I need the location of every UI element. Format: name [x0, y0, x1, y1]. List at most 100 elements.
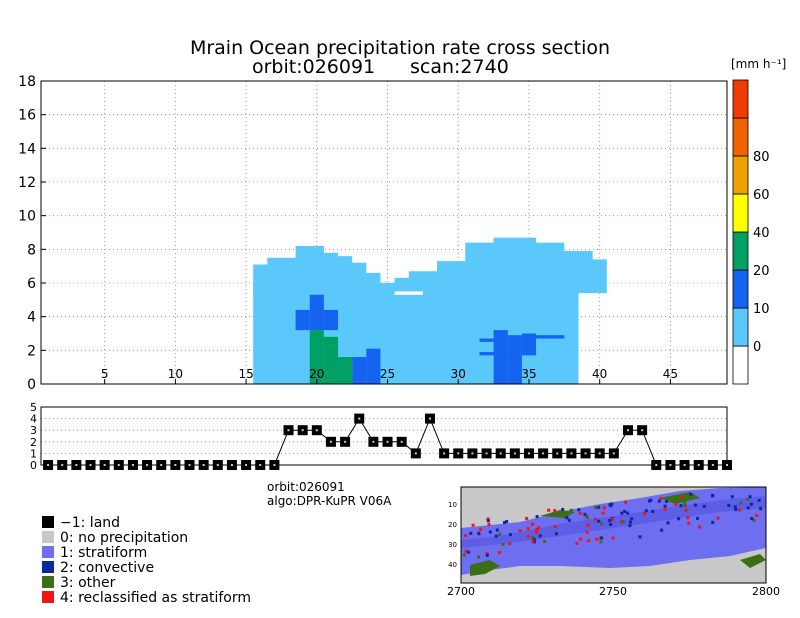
map-precip-dot	[565, 516, 569, 520]
map-precip-dot	[608, 519, 612, 523]
map-precip-dot	[755, 513, 759, 517]
map-precip-dot	[687, 521, 691, 525]
strip-marker-dot	[103, 464, 106, 466]
strip-marker-dot	[570, 452, 573, 455]
y-tick-label: 18	[18, 74, 36, 90]
legend-label: 1: stratiform	[60, 545, 147, 561]
strip-marker-dot	[61, 464, 64, 466]
strip-marker-dot	[174, 464, 177, 466]
strip-marker-dot	[259, 464, 262, 466]
strip-marker-dot	[513, 452, 516, 455]
map-precip-dot	[508, 542, 512, 546]
map-precip-dot	[485, 553, 489, 557]
map-precip-dot	[757, 498, 761, 502]
map-precip-dot	[553, 509, 557, 513]
orbit-info: orbit:026091	[267, 480, 345, 494]
x-tick-label: 40	[592, 367, 607, 381]
chart-title: Mrain Ocean precipitation rate cross sec…	[190, 37, 610, 59]
map-precip-dot	[464, 533, 468, 537]
strip-marker-dot	[669, 464, 672, 466]
strip-marker-dot	[273, 464, 276, 466]
colorbar-segment	[732, 269, 749, 309]
map-precip-dot	[733, 505, 737, 509]
moderate-precip-cell	[295, 325, 303, 329]
strip-marker-dot	[697, 464, 700, 466]
map-precip-dot	[561, 507, 565, 511]
strip-marker-dot	[414, 452, 417, 455]
map-precip-dot	[600, 522, 604, 526]
moderate-precip-cell	[507, 335, 522, 384]
strip-marker-dot	[146, 464, 149, 466]
map-precip-dot	[621, 520, 625, 524]
map-precip-dot	[464, 549, 468, 553]
map-precip-dot	[683, 501, 687, 505]
strip-y-tick-label: 1	[30, 447, 37, 460]
strip-marker-dot	[216, 464, 219, 466]
strip-marker-dot	[641, 429, 644, 432]
moderate-precip-cell	[352, 357, 367, 384]
map-precip-dot	[508, 533, 512, 537]
map-precip-dot	[534, 531, 538, 535]
strip-marker-dot	[626, 429, 629, 432]
moderate-precip-cell	[493, 330, 508, 384]
map-precip-dot	[498, 532, 502, 536]
y-tick-label: 10	[18, 209, 36, 225]
map-precip-dot	[538, 534, 542, 538]
y-axis-ticks: 0 2 4 6 8 10 12 14 16 18	[18, 74, 46, 393]
y-tick-label: 4	[27, 310, 36, 326]
x-tick-label: 5	[101, 367, 109, 381]
strip-marker-dot	[556, 452, 559, 455]
map-y-tick: 10	[448, 501, 457, 509]
map-precip-dot	[630, 517, 634, 521]
map-precip-dot	[611, 536, 615, 540]
strip-y-tick-label: 0	[30, 459, 37, 472]
map-precip-dot	[535, 527, 539, 531]
strip-marker-dot	[400, 440, 403, 443]
strip-marker-dot	[443, 452, 446, 455]
map-precip-dot	[597, 505, 601, 509]
colorbar-segment	[732, 117, 749, 157]
map-precip-dot	[486, 517, 490, 521]
x-tick-label: 10	[168, 367, 183, 381]
map-precip-dot	[611, 518, 615, 522]
map-precip-dot	[746, 506, 750, 510]
map-precip-dot	[684, 508, 688, 512]
map-precip-dot	[467, 550, 471, 554]
x-tick-label: 30	[451, 367, 466, 381]
map-precip-dot	[693, 503, 697, 507]
strip-marker-dot	[598, 452, 601, 455]
colorbar-segment	[732, 345, 749, 385]
map-precip-dot	[554, 532, 558, 536]
map-precip-dot	[730, 495, 734, 499]
map-precip-dot	[752, 518, 756, 522]
map-stratiform-band	[461, 496, 766, 548]
main-plot-frame	[40, 80, 728, 385]
strip-marker-dot	[287, 429, 290, 432]
map-precip-dot	[696, 516, 700, 520]
strip-marker-dot	[683, 464, 686, 466]
moderate-precip-cell	[521, 333, 537, 356]
strip-frame	[40, 406, 728, 466]
y-tick-label: 14	[18, 141, 36, 157]
map-precip-dot	[530, 535, 534, 539]
strip-marker-dot	[499, 452, 502, 455]
colorbar: [mm h⁻¹] 0 10 20 40 60 80	[731, 57, 786, 385]
cross-section-plot: 5 10 15 20 25 30 35 40 45 0 2 4 6 8 10 12 14 16 18	[18, 74, 728, 393]
map-precip-dot	[567, 518, 571, 522]
y-tick-label: 0	[27, 377, 36, 393]
map-precip-dot	[711, 494, 715, 498]
map-precip-dot	[593, 517, 597, 521]
map-precip-dot	[569, 508, 573, 512]
map-precip-dot	[495, 528, 499, 532]
map-precip-dot	[663, 507, 667, 511]
map-precip-dot	[698, 525, 702, 529]
map-precip-dot	[525, 516, 529, 520]
strip-marker-dot	[315, 429, 318, 432]
map-precip-dot	[543, 539, 547, 543]
legend-swatch	[42, 516, 54, 528]
map-precip-dot	[537, 526, 541, 530]
map-precip-dot	[638, 535, 642, 539]
map-y-tick: 40	[448, 561, 457, 569]
map-other-patch	[740, 554, 766, 568]
map-x-tick: 2750	[599, 585, 627, 598]
